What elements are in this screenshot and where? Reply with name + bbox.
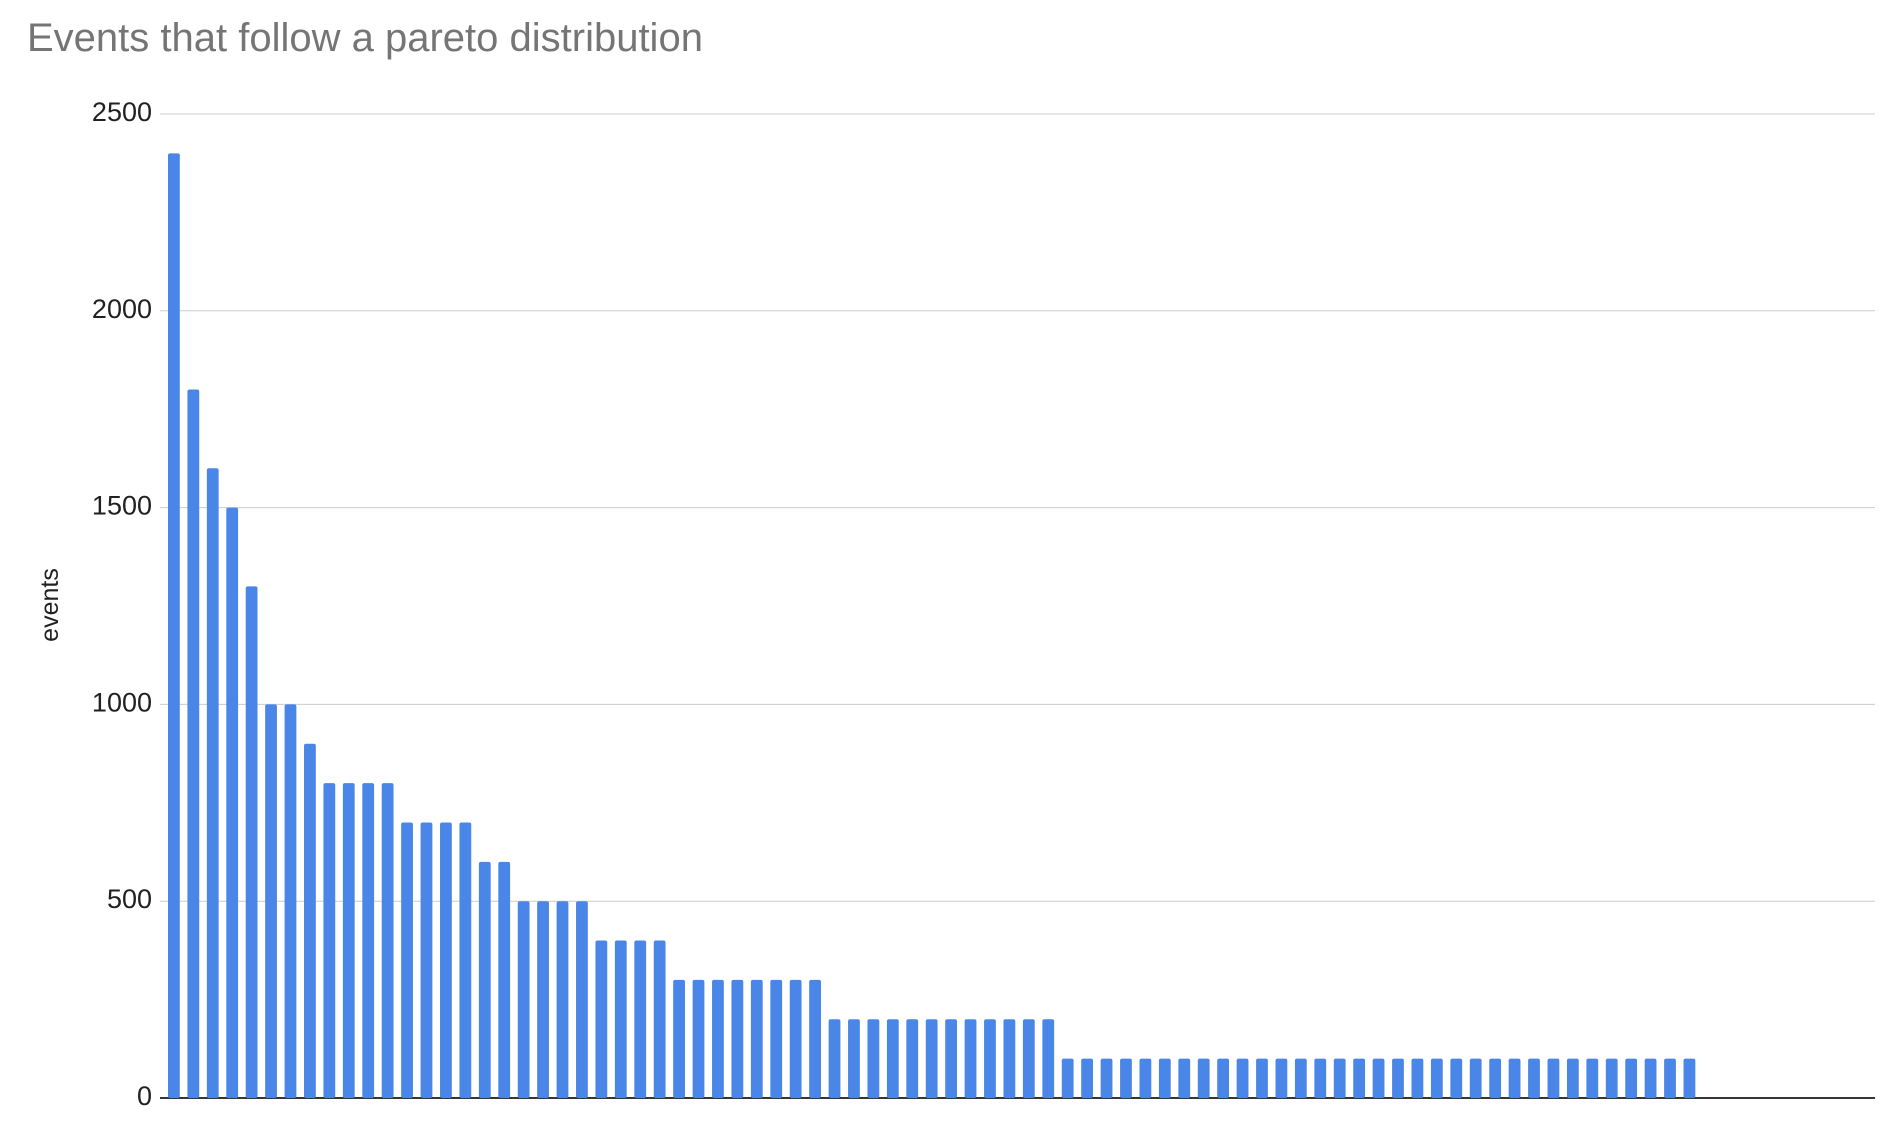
svg-text:2500: 2500 <box>92 97 152 127</box>
svg-text:2000: 2000 <box>92 294 152 324</box>
svg-text:1000: 1000 <box>92 687 152 717</box>
svg-text:events: events <box>36 568 64 642</box>
svg-text:0: 0 <box>137 1081 152 1111</box>
svg-text:500: 500 <box>107 884 152 914</box>
svg-text:1500: 1500 <box>92 491 152 521</box>
